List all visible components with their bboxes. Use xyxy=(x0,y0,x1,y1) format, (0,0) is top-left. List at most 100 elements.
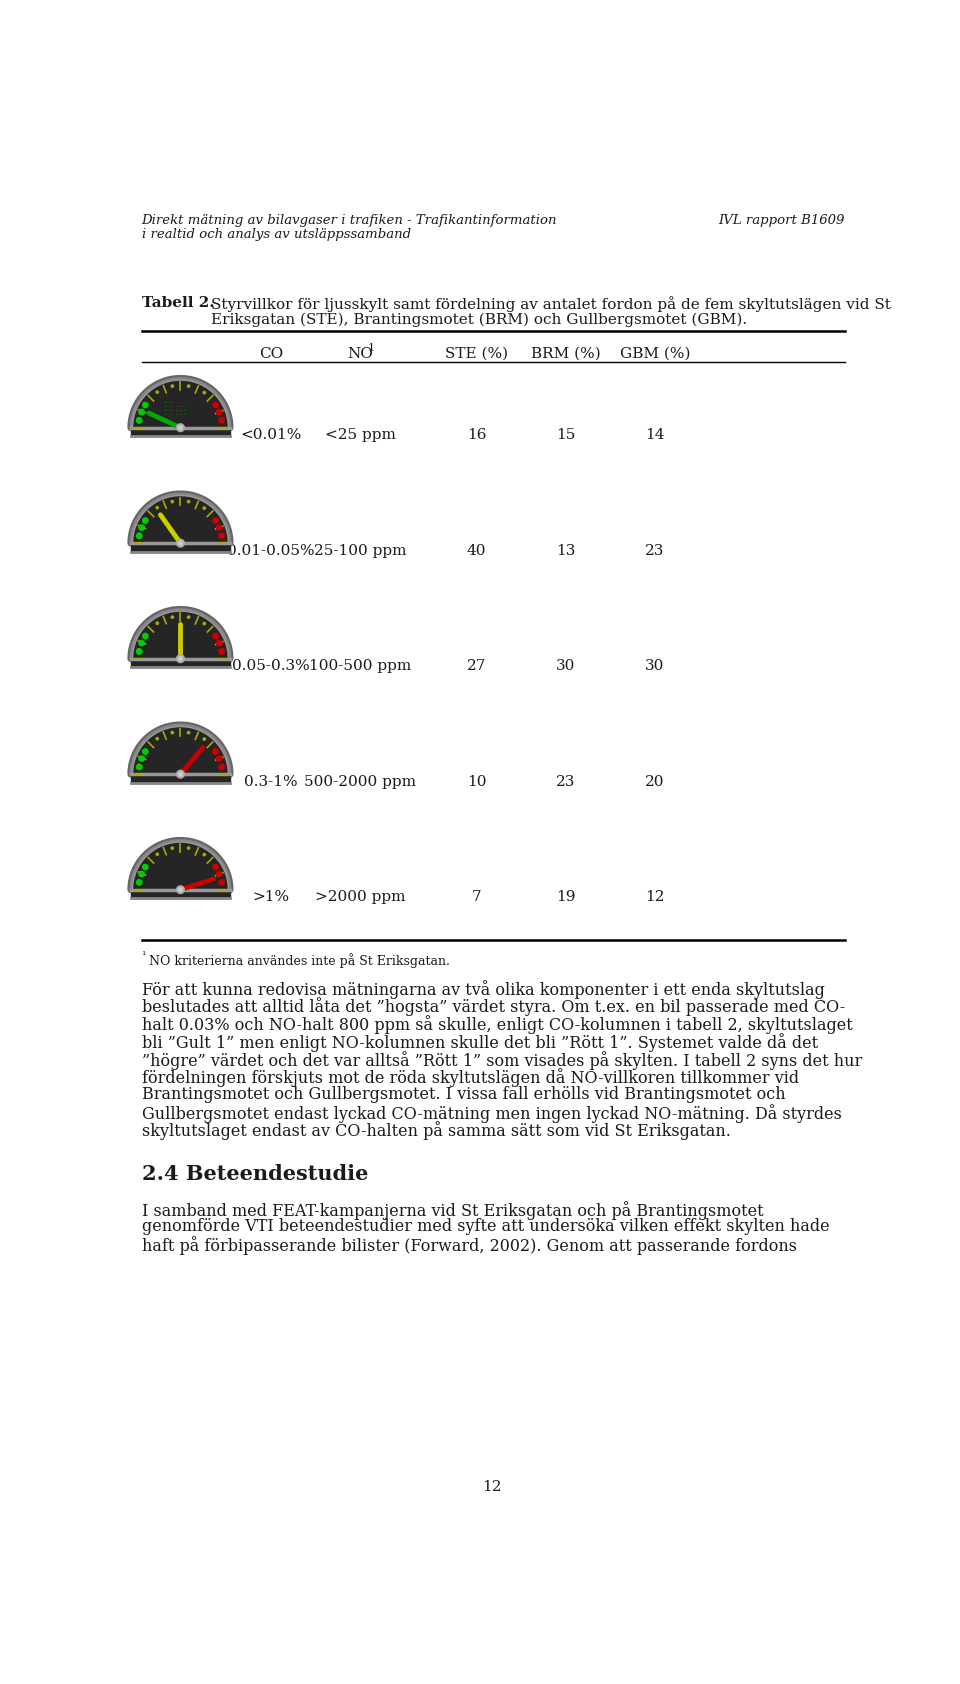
Circle shape xyxy=(136,879,142,886)
Circle shape xyxy=(171,386,174,387)
Circle shape xyxy=(187,500,190,504)
Circle shape xyxy=(177,539,184,547)
Text: 19: 19 xyxy=(556,891,575,904)
Text: Direkt mätning av bilavgaser i trafiken - Trafikantinformation: Direkt mätning av bilavgaser i trafiken … xyxy=(142,214,557,227)
Circle shape xyxy=(171,847,174,849)
Text: För att kunna redovisa mätningarna av två olika komponenter i ett enda skyltutsl: För att kunna redovisa mätningarna av tv… xyxy=(142,980,825,999)
Text: >1%: >1% xyxy=(252,891,290,904)
Circle shape xyxy=(217,756,222,761)
Text: BRM (%): BRM (%) xyxy=(531,347,601,360)
Circle shape xyxy=(219,648,225,653)
Circle shape xyxy=(136,534,142,539)
Text: GBM (%): GBM (%) xyxy=(619,347,690,360)
Text: >2000 ppm: >2000 ppm xyxy=(315,891,405,904)
Circle shape xyxy=(213,519,218,524)
Circle shape xyxy=(217,409,222,414)
Circle shape xyxy=(219,534,225,539)
Circle shape xyxy=(156,507,158,509)
Circle shape xyxy=(177,886,184,894)
Circle shape xyxy=(187,731,190,734)
Text: 12: 12 xyxy=(645,891,664,904)
Circle shape xyxy=(143,402,148,408)
Text: .... .....: .... ..... xyxy=(163,413,188,416)
Circle shape xyxy=(187,847,190,849)
Circle shape xyxy=(213,633,218,638)
Polygon shape xyxy=(131,428,230,436)
Text: beslutades att alltid låta det ”hogsta” värdet styra. Om t.ex. en bil passerade : beslutades att alltid låta det ”hogsta” … xyxy=(142,997,845,1017)
Text: 10: 10 xyxy=(467,775,487,788)
Text: 13: 13 xyxy=(556,544,575,557)
Polygon shape xyxy=(134,382,227,428)
Text: 14: 14 xyxy=(645,428,664,443)
Text: 25-100 ppm: 25-100 ppm xyxy=(314,544,406,557)
Text: STE (%): STE (%) xyxy=(444,347,508,360)
Text: haft på förbipasserande bilister (Forward, 2002). Genom att passerande fordons: haft på förbipasserande bilister (Forwar… xyxy=(142,1236,797,1255)
Text: bli ”Gult 1” men enligt NO-kolumnen skulle det bli ”Rött 1”. Systemet valde då d: bli ”Gult 1” men enligt NO-kolumnen skul… xyxy=(142,1032,818,1052)
Circle shape xyxy=(143,864,148,869)
Text: Gullbergsmotet endast lyckad CO-mätning men ingen lyckad NO-mätning. Då styrdes: Gullbergsmotet endast lyckad CO-mätning … xyxy=(142,1103,842,1123)
Circle shape xyxy=(137,648,140,652)
Circle shape xyxy=(179,773,182,776)
Text: 20: 20 xyxy=(645,775,664,788)
Circle shape xyxy=(137,879,140,882)
Text: 30: 30 xyxy=(645,660,664,674)
Text: <25 ppm: <25 ppm xyxy=(324,428,396,443)
Circle shape xyxy=(136,765,142,770)
Circle shape xyxy=(144,749,146,751)
Circle shape xyxy=(144,519,146,520)
Text: halt 0.03% och NO-halt 800 ppm så skulle, enligt CO-kolumnen i tabell 2, skyltut: halt 0.03% och NO-halt 800 ppm så skulle… xyxy=(142,1015,852,1034)
Text: Eriksgatan (STE), Brantingsmotet (BRM) och Gullbergsmotet (GBM).: Eriksgatan (STE), Brantingsmotet (BRM) o… xyxy=(211,312,748,327)
Circle shape xyxy=(179,541,182,546)
Text: 40: 40 xyxy=(467,544,487,557)
Text: 27: 27 xyxy=(467,660,486,674)
Text: 23: 23 xyxy=(645,544,664,557)
Polygon shape xyxy=(131,544,230,551)
Text: 12: 12 xyxy=(482,1480,502,1494)
Circle shape xyxy=(221,650,224,652)
Circle shape xyxy=(156,621,158,625)
Circle shape xyxy=(204,854,205,855)
Circle shape xyxy=(204,623,205,625)
Circle shape xyxy=(221,418,224,421)
Text: ”högre” värdet och det var alltså ”Rött 1” som visades på skylten. I tabell 2 sy: ”högre” värdet och det var alltså ”Rött … xyxy=(142,1051,862,1069)
Text: NO kriterierna användes inte på St Eriksgatan.: NO kriterierna användes inte på St Eriks… xyxy=(149,953,449,968)
Text: Styrvillkor för ljusskylt samt fördelning av antalet fordon på de fem skyltutslä: Styrvillkor för ljusskylt samt fördelnin… xyxy=(211,296,891,312)
Circle shape xyxy=(217,525,222,530)
Circle shape xyxy=(179,426,182,429)
Circle shape xyxy=(204,738,205,741)
Circle shape xyxy=(215,635,217,637)
Polygon shape xyxy=(131,889,230,898)
Circle shape xyxy=(217,871,222,877)
Text: 23: 23 xyxy=(556,775,575,788)
Circle shape xyxy=(177,655,184,662)
Circle shape xyxy=(187,616,190,618)
Circle shape xyxy=(143,519,148,524)
Circle shape xyxy=(204,391,205,394)
Circle shape xyxy=(179,887,182,891)
Circle shape xyxy=(144,402,146,406)
Circle shape xyxy=(139,525,144,530)
Circle shape xyxy=(171,500,174,504)
Text: Brantingsmotet och Gullbergsmotet. I vissa fall erhölls vid Brantingsmotet och: Brantingsmotet och Gullbergsmotet. I vis… xyxy=(142,1086,785,1103)
Text: ....: .... xyxy=(163,401,174,404)
Circle shape xyxy=(217,640,222,645)
Text: 0.05-0.3%: 0.05-0.3% xyxy=(232,660,310,674)
Polygon shape xyxy=(131,775,230,783)
Text: ¹: ¹ xyxy=(142,950,146,960)
Circle shape xyxy=(137,418,140,419)
Text: <0.01%: <0.01% xyxy=(240,428,301,443)
Circle shape xyxy=(221,881,224,882)
Circle shape xyxy=(139,871,144,877)
Circle shape xyxy=(213,864,218,869)
Text: 1: 1 xyxy=(368,344,374,354)
Circle shape xyxy=(187,386,190,387)
Circle shape xyxy=(143,633,148,638)
Text: 0.01-0.05%: 0.01-0.05% xyxy=(228,544,315,557)
Circle shape xyxy=(215,404,217,406)
Circle shape xyxy=(137,534,140,536)
Circle shape xyxy=(219,879,225,886)
Circle shape xyxy=(143,749,148,754)
Circle shape xyxy=(139,640,144,645)
Circle shape xyxy=(213,749,218,754)
Circle shape xyxy=(171,731,174,734)
